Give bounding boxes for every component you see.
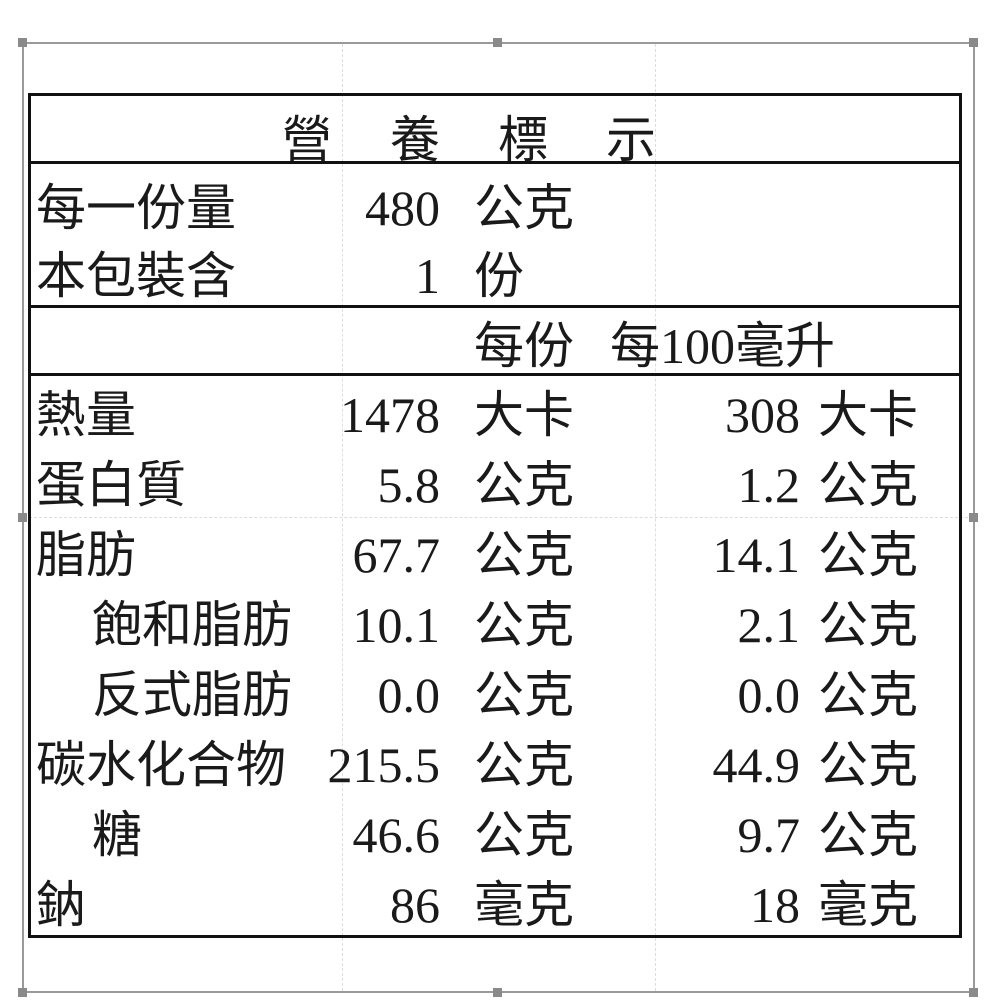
per-100-unit: 大卡 — [818, 387, 918, 443]
per-100-value: 14.1 — [712, 527, 801, 583]
per-100-value: 9.7 — [737, 807, 801, 863]
column-header-per-100: 每100毫升 — [610, 318, 835, 374]
divider — [28, 161, 962, 164]
per-100-unit: 公克 — [818, 527, 918, 583]
per-serving-unit: 大卡 — [474, 387, 574, 443]
gridline — [24, 517, 973, 518]
serving-size-unit: 公克 — [474, 180, 574, 236]
resize-handle-top-right[interactable] — [969, 38, 978, 47]
per-100-unit: 公克 — [818, 807, 918, 863]
title-char: 養 — [390, 112, 440, 168]
nutrient-label: 蛋白質 — [36, 457, 186, 513]
per-100-value: 2.1 — [737, 597, 801, 653]
resize-handle-top-left[interactable] — [18, 38, 27, 47]
servings-count-unit: 份 — [474, 248, 524, 304]
per-serving-unit: 公克 — [474, 737, 574, 793]
title-char: 營 — [282, 112, 332, 168]
column-header-per-serving: 每份 — [474, 318, 574, 374]
serving-size-label: 每一份量 — [36, 180, 236, 236]
nutrient-label: 熱量 — [36, 387, 136, 443]
per-100-unit: 公克 — [818, 457, 918, 513]
per-serving-unit: 公克 — [474, 807, 574, 863]
per-100-unit: 公克 — [818, 737, 918, 793]
per-100-unit: 公克 — [818, 667, 918, 723]
nutrient-label: 碳水化合物 — [36, 737, 286, 793]
nutrient-label: 鈉 — [36, 877, 86, 933]
per-serving-unit: 公克 — [474, 597, 574, 653]
resize-handle-right[interactable] — [969, 513, 978, 522]
resize-handle-bottom-right[interactable] — [969, 988, 978, 997]
per-serving-value: 5.8 — [377, 457, 441, 513]
per-serving-value: 86 — [390, 877, 440, 933]
per-serving-value: 67.7 — [352, 527, 441, 583]
per-serving-value: 10.1 — [352, 597, 441, 653]
resize-handle-left[interactable] — [18, 513, 27, 522]
per-serving-unit: 公克 — [474, 527, 574, 583]
per-serving-value: 46.6 — [352, 807, 441, 863]
divider — [28, 305, 962, 308]
per-serving-unit: 公克 — [474, 457, 574, 513]
resize-handle-top[interactable] — [493, 38, 502, 47]
title-char: 標 — [498, 112, 548, 168]
per-100-value: 308 — [725, 387, 800, 443]
nutrient-label: 糖 — [92, 807, 142, 863]
per-100-value: 44.9 — [712, 737, 801, 793]
resize-handle-bottom-left[interactable] — [18, 988, 27, 997]
per-100-value: 18 — [750, 877, 800, 933]
per-serving-value: 0.0 — [377, 667, 441, 723]
per-serving-value: 1478 — [340, 387, 440, 443]
nutrient-label: 脂肪 — [36, 527, 136, 583]
per-100-value: 1.2 — [737, 457, 801, 513]
per-100-value: 0.0 — [737, 667, 801, 723]
serving-size-value: 480 — [365, 180, 440, 236]
resize-handle-bottom[interactable] — [493, 988, 502, 997]
servings-count-value: 1 — [415, 248, 440, 304]
per-100-unit: 毫克 — [818, 877, 918, 933]
servings-count-label: 本包裝含 — [36, 248, 236, 304]
per-100-unit: 公克 — [818, 597, 918, 653]
nutrient-label: 反式脂肪 — [92, 667, 292, 723]
title-char: 示 — [606, 112, 656, 168]
nutrient-label: 飽和脂肪 — [92, 597, 292, 653]
per-serving-value: 215.5 — [327, 737, 441, 793]
per-serving-unit: 公克 — [474, 667, 574, 723]
divider — [28, 373, 962, 376]
per-serving-unit: 毫克 — [474, 877, 574, 933]
nutrition-table — [28, 93, 962, 938]
